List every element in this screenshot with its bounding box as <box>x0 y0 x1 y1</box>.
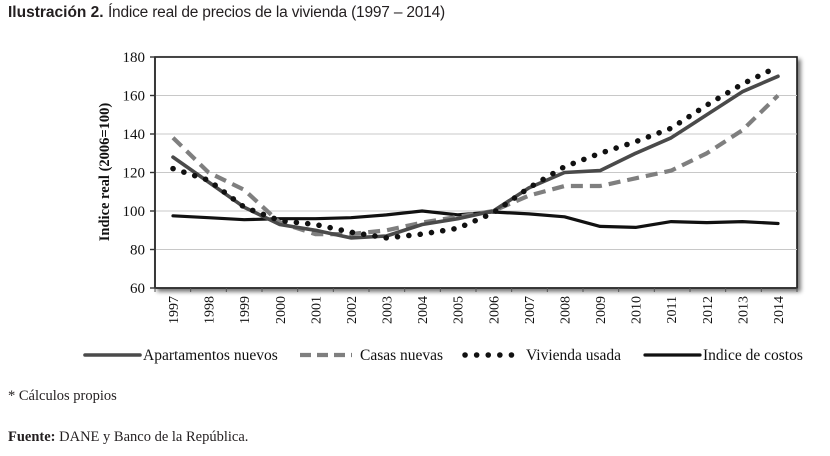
line-chart: 60 80 100 120 140 160 180 1997 1998 1999 2000 2001… <box>83 50 803 364</box>
x-tick-label: 2005 <box>452 296 467 324</box>
figure-title: Índice real de precios de la vivienda (1… <box>107 4 445 21</box>
figure-caption: Ilustración 2. Índice real de precios de… <box>8 4 445 22</box>
x-tick-label: 1999 <box>238 296 253 324</box>
x-tick-label: 2004 <box>416 296 431 324</box>
footnote: * Cálculos propios <box>8 388 117 404</box>
source-note: Fuente: DANE y Banco de la República. <box>8 429 248 446</box>
y-tick-label: 180 <box>123 50 146 66</box>
legend-label-casas-nuevas: Casas nuevas <box>360 347 443 364</box>
y-tick-label: 60 <box>130 281 145 297</box>
x-tick-label: 2010 <box>630 296 645 324</box>
x-tick-label: 1997 <box>167 296 182 324</box>
legend: Apartamentos nuevos Casas nuevas Vivienda … <box>83 347 803 364</box>
series-line-apartamentos-nuevos <box>171 74 780 240</box>
series-line-vivienda-usada <box>170 63 781 241</box>
x-tick-label: 2002 <box>345 296 360 324</box>
x-tick-label: 1998 <box>203 296 218 324</box>
y-tick-label: 160 <box>123 89 146 105</box>
source-text: DANE y Banco de la República. <box>59 429 249 445</box>
x-tick-label: 2007 <box>523 296 538 324</box>
figure-label: Ilustración 2. <box>8 4 104 21</box>
y-tick-label: 100 <box>123 204 146 220</box>
x-tick-label: 2013 <box>736 296 751 324</box>
legend-label-vivienda-usada: Vivienda usada <box>526 347 621 364</box>
y-tick-label: 140 <box>123 127 146 143</box>
y-axis-label: Indice real (2006=100) <box>97 103 113 242</box>
x-tick-label: 2000 <box>274 296 289 324</box>
x-tick-label: 2014 <box>772 296 787 324</box>
x-tick-label: 2006 <box>487 296 502 324</box>
x-tick-label: 2011 <box>665 296 680 323</box>
x-tick-label: 2008 <box>558 296 573 324</box>
legend-label-indice-de-costos: Indice de costos <box>703 347 803 364</box>
x-tick-label: 2009 <box>594 296 609 324</box>
y-tick-label: 120 <box>123 166 146 182</box>
x-tick-label: 2012 <box>701 296 716 324</box>
source-label: Fuente: <box>8 429 56 445</box>
x-tick-label: 2001 <box>309 296 324 324</box>
legend-label-apartamentos-nuevos: Apartamentos nuevos <box>143 347 278 364</box>
y-tick-label: 80 <box>130 243 145 259</box>
x-tick-label: 2003 <box>381 296 396 324</box>
